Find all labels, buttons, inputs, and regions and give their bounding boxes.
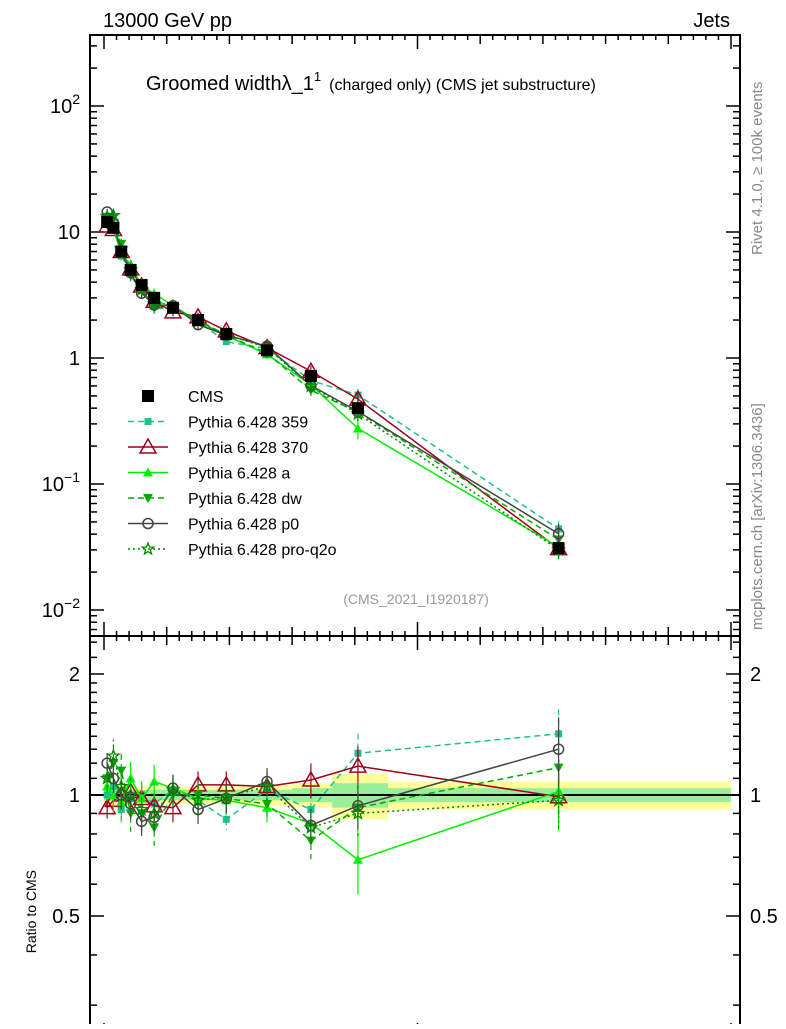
ratio-point [551, 792, 567, 807]
series-line [106, 221, 559, 530]
ratio-point [146, 805, 162, 820]
legend-item: Pythia 6.428 dw [128, 491, 302, 508]
y-tick-label: 102 [50, 91, 80, 118]
series-line [106, 214, 559, 551]
ratio-point [352, 800, 364, 812]
cms-data-point [124, 263, 137, 276]
cms-data-point [107, 221, 120, 234]
ratio-point [113, 778, 129, 793]
data-point [352, 423, 363, 433]
ratio-point [352, 854, 363, 864]
cms-data-point [148, 291, 161, 304]
legend-item: Pythia 6.428 p0 [128, 517, 299, 534]
y-tick-label: 10−1 [42, 469, 80, 496]
legend-marker [143, 467, 153, 477]
legend-marker [140, 541, 156, 556]
analysis-id: (CMS_2021_I1920187) [343, 591, 489, 607]
legend-label: Pythia 6.428 pro-q2o [188, 542, 337, 559]
ratio-point [192, 803, 204, 816]
rivet-label: Rivet 4.1.0, ≥ 100k events [749, 82, 766, 255]
legend: CMS Pythia 6.428 359 Pythia 6.428 370 Pythi… [128, 389, 337, 559]
data-point [303, 378, 319, 393]
data-point [552, 527, 565, 540]
svg-text:Groomed widthλ_11(charged only: Groomed widthλ_11 (charged only) (CMS jet… [146, 69, 596, 95]
ratio-point [303, 819, 319, 834]
ratio-point [190, 792, 206, 807]
cms-data-point [552, 542, 565, 555]
y-tick-label: 10 [58, 222, 80, 244]
legend-label: Pythia 6.428 p0 [188, 517, 299, 534]
mcplots-label: mcplots.cern.ch [arXiv:1306.3436] [749, 403, 766, 630]
ratio-point [301, 770, 321, 787]
series-layer [97, 206, 568, 895]
ratio-point [218, 788, 234, 804]
legend-label: Pythia 6.428 dw [188, 491, 302, 508]
cms-data-point [220, 328, 233, 341]
data-point [105, 207, 121, 222]
cms-data-point [166, 301, 179, 314]
legend-marker [144, 418, 152, 425]
ratio-tick-label: 1 [69, 785, 80, 807]
ratio-point [134, 801, 150, 816]
series-line [106, 211, 559, 535]
legend-marker [142, 517, 154, 530]
cms-data-point [115, 245, 128, 258]
legend-label: Pythia 6.428 359 [188, 415, 308, 432]
ratio-point [348, 756, 368, 773]
header-process: 13000 GeV pp [103, 10, 232, 32]
legend-label: Pythia 6.428 a [188, 466, 290, 483]
ratio-point [105, 748, 121, 763]
title-sup: 1 [314, 69, 321, 84]
legend-item: Pythia 6.428 370 [128, 437, 308, 457]
legend-label: Pythia 6.428 370 [188, 440, 308, 457]
legend-marker [138, 437, 158, 454]
legend-item: Pythia 6.428 a [128, 466, 290, 483]
cms-data-point [135, 278, 148, 291]
ratio-point [350, 805, 366, 820]
y-tick-label: 10−2 [42, 595, 80, 622]
chart-title: Groomed widthλ_11 (charged only) (CMS jet… [146, 69, 596, 95]
legend-marker [143, 494, 153, 503]
ratio-point [262, 799, 273, 809]
ratio-point [165, 781, 181, 797]
cms-data-point [261, 344, 274, 357]
ratio-point [123, 787, 139, 802]
ratio-tick-label: 2 [69, 664, 80, 686]
legend-marker [142, 390, 154, 402]
ratio-point [99, 770, 115, 785]
data-point [222, 338, 230, 346]
legend-item: CMS [142, 389, 224, 406]
ratio-tick-label-right: 0.5 [750, 906, 778, 928]
ratio-ylabel: Ratio to CMS [23, 870, 39, 953]
legend-label: CMS [188, 389, 224, 406]
ratio-point [163, 798, 183, 815]
series-cms [101, 216, 565, 555]
series-line [106, 225, 560, 550]
cms-data-point [192, 314, 205, 327]
ratio-frame [89, 635, 741, 1029]
ratio-point [108, 759, 119, 769]
ratio-point [259, 778, 275, 793]
ratio-point [222, 815, 230, 823]
legend-item: Pythia 6.428 359 [128, 415, 308, 432]
cms-data-point [304, 369, 317, 382]
ratio-point [149, 776, 160, 786]
ratio-tick-label: 0.5 [52, 906, 80, 928]
cms-data-point [351, 402, 364, 415]
ratio-tick-label-right: 2 [750, 664, 761, 686]
y-tick-label: 1 [69, 348, 80, 370]
ratio-point [552, 743, 565, 755]
ratio-point [125, 773, 136, 783]
legend-item: Pythia 6.428 pro-q2o [128, 541, 337, 559]
ratio-tick-label-right: 1 [750, 785, 761, 807]
header-category: Jets [693, 10, 730, 32]
series-line [107, 216, 559, 541]
title-main: Groomed widthλ_1 [146, 73, 314, 95]
ratio-point [135, 815, 148, 828]
title-suffix: (charged only) (CMS jet substructure) [329, 77, 596, 94]
